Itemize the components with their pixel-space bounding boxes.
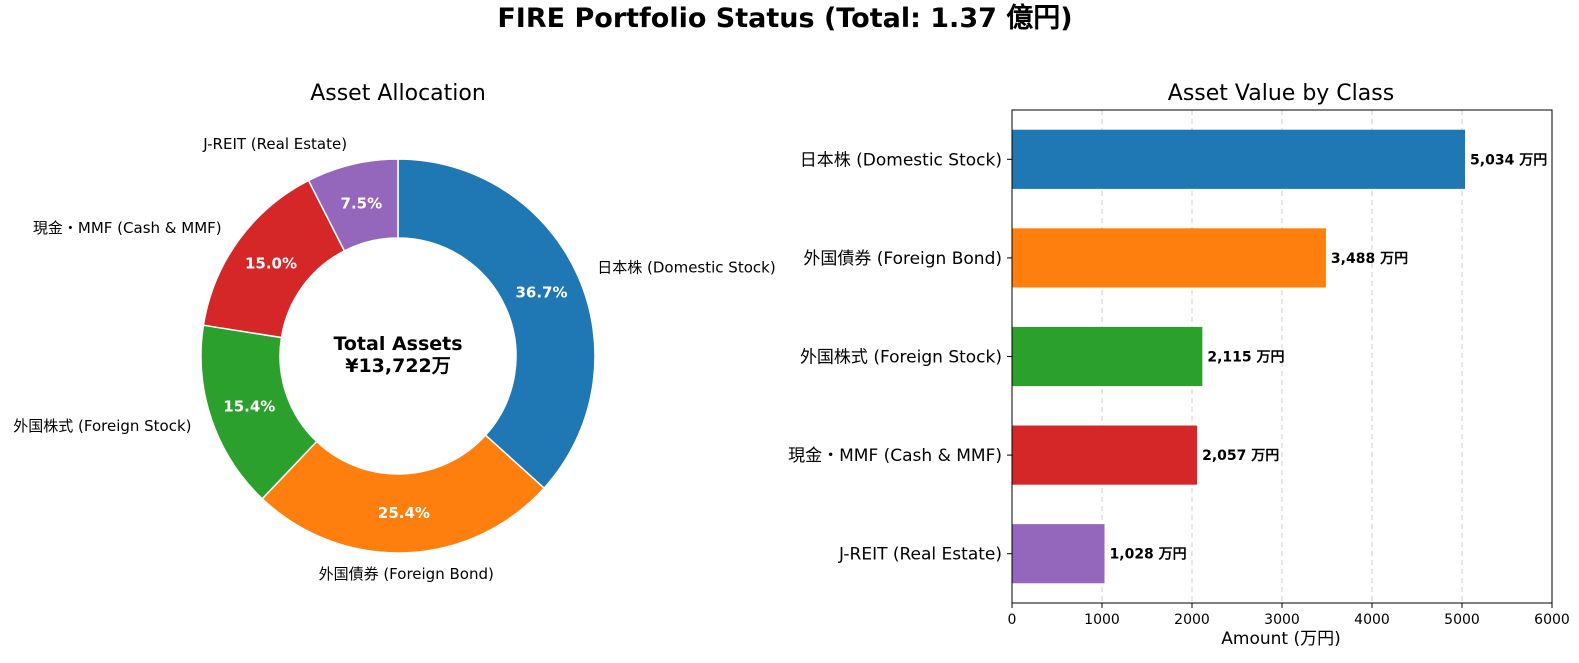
slice-percent-label: 15.4% xyxy=(223,397,275,415)
slice-category-label: 現金・MMF (Cash & MMF) xyxy=(33,219,222,237)
y-category-label: 現金・MMF (Cash & MMF) xyxy=(788,446,1002,466)
bar-title: Asset Value by Class xyxy=(1168,81,1394,106)
donut-slice xyxy=(261,434,546,554)
bar-chart: Asset Value by Class 5,034 万円 3,488 万円 2,1… xyxy=(788,81,1570,649)
y-category-label: 外国債券 (Foreign Bond) xyxy=(803,249,1002,269)
bar xyxy=(1012,425,1198,485)
bar xyxy=(1012,129,1466,189)
bar-category-labels: 日本株 (Domestic Stock) 外国債券 (Foreign Bond) 外… xyxy=(788,150,1012,565)
x-tick-label: 6000 xyxy=(1534,612,1570,628)
bar-value-labels: 5,034 万円 3,488 万円 2,115 万円 2,057 万円 1,028 万円 xyxy=(1110,152,1548,562)
y-category-label: 外国株式 (Foreign Stock) xyxy=(800,348,1002,368)
bar-value-label: 3,488 万円 xyxy=(1331,251,1408,267)
x-tick-label: 0 xyxy=(1008,612,1017,628)
slice-category-label: 外国債券 (Foreign Bond) xyxy=(319,565,494,583)
slice-percent-label: 36.7% xyxy=(515,283,567,301)
x-tick-label: 1000 xyxy=(1084,612,1120,628)
plot-frame xyxy=(1011,109,1553,604)
x-tick-label: 2000 xyxy=(1174,612,1210,628)
bar-value-label: 5,034 万円 xyxy=(1470,152,1547,168)
bar-bars xyxy=(1012,129,1466,584)
bar xyxy=(1012,228,1326,288)
slice-percent-label: 7.5% xyxy=(341,194,383,212)
slice-category-label: J-REIT (Real Estate) xyxy=(202,135,347,153)
slice-percent-label: 15.0% xyxy=(245,255,297,273)
donut-slice xyxy=(307,158,399,252)
x-axis-label: Amount (万円) xyxy=(1221,629,1340,649)
x-tick-label: 4000 xyxy=(1354,612,1390,628)
donut-slice xyxy=(397,158,596,490)
donut-chart: Asset Allocation 36.7% 日本株 (Domestic Stoc… xyxy=(13,81,775,583)
slice-percent-label: 25.4% xyxy=(378,504,430,522)
slice-category-label: 外国株式 (Foreign Stock) xyxy=(13,417,191,435)
y-category-label: J-REIT (Real Estate) xyxy=(838,545,1002,565)
bar-value-label: 1,028 万円 xyxy=(1110,547,1187,563)
y-category-label: 日本株 (Domestic Stock) xyxy=(800,150,1002,170)
bar-value-label: 2,115 万円 xyxy=(1207,350,1284,366)
donut-title: Asset Allocation xyxy=(310,81,486,106)
figure-title: FIRE Portfolio Status (Total: 1.37 億円) xyxy=(497,3,1072,34)
bar xyxy=(1012,326,1203,387)
bar-value-label: 2,057 万円 xyxy=(1202,448,1279,464)
donut-slices xyxy=(200,158,596,554)
x-tick-label: 3000 xyxy=(1264,612,1300,628)
slice-category-label: 日本株 (Domestic Stock) xyxy=(597,259,775,277)
donut-labels: 36.7% 日本株 (Domestic Stock) 25.4% 外国債券 (Fore… xyxy=(13,135,775,583)
bar xyxy=(1012,524,1105,584)
center-label-line-2: ¥13,722万 xyxy=(345,355,451,377)
center-label-line-1: Total Assets xyxy=(333,333,462,355)
x-tick-label: 5000 xyxy=(1444,612,1480,628)
x-axis-ticks: 0 1000 2000 3000 4000 5000 6000 xyxy=(1008,603,1570,628)
